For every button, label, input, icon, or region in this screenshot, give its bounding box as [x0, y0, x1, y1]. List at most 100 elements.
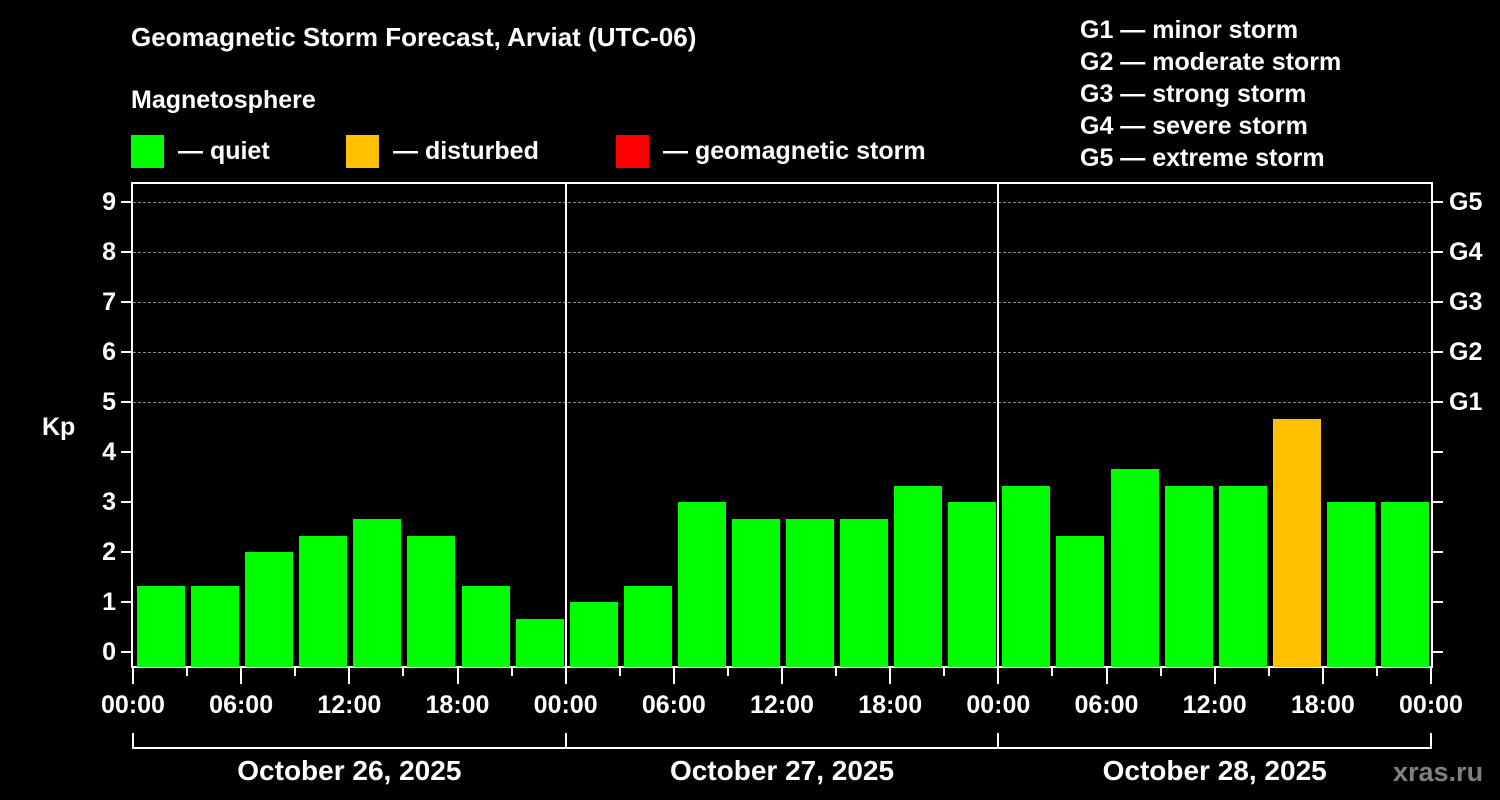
y-tick-right	[1433, 651, 1443, 653]
x-tick-major	[456, 668, 459, 684]
x-tick-major	[1105, 668, 1108, 684]
y-tick-right	[1433, 451, 1443, 453]
legend-disturbed-label: — disturbed	[393, 136, 539, 165]
kp-bar	[1056, 535, 1105, 667]
y-tick-right	[1433, 551, 1443, 553]
x-tick-major	[672, 668, 675, 684]
x-tick-major	[1321, 668, 1324, 684]
day-separator	[997, 182, 1000, 668]
g-scale-item: G3 — strong storm	[1080, 80, 1307, 108]
y-tick-label: 4	[102, 438, 116, 466]
day-bracket	[998, 747, 1431, 749]
day-label: October 27, 2025	[669, 755, 895, 786]
y-tick-right	[1433, 351, 1443, 353]
g-scale-item: G1 — minor storm	[1080, 16, 1299, 44]
y-tick-label: 5	[102, 388, 116, 416]
day-separator	[564, 182, 567, 668]
g-scale-item: G4 — severe storm	[1080, 112, 1308, 140]
x-tick-minor	[1267, 668, 1270, 676]
kp-bar	[1164, 485, 1213, 667]
x-tick-label: 06:00	[1074, 691, 1139, 719]
x-tick-major	[564, 668, 567, 684]
x-tick-minor	[726, 668, 729, 676]
day-bracket-end	[1430, 733, 1432, 749]
y-tick-right	[1433, 501, 1443, 503]
y-tick-label: 9	[102, 188, 116, 216]
x-tick-minor	[402, 668, 405, 676]
x-tick-minor	[943, 668, 946, 676]
legend-subtitle: Magnetosphere	[131, 86, 316, 114]
gridline	[133, 402, 1431, 403]
y-tick	[121, 201, 131, 203]
x-tick-minor	[186, 668, 189, 676]
day-bracket-end	[997, 733, 1000, 749]
g-level-label: G3	[1449, 288, 1483, 316]
x-tick-minor	[1375, 668, 1378, 676]
y-tick	[121, 601, 131, 603]
plot-frame	[131, 182, 1433, 668]
kp-bar	[840, 518, 889, 667]
y-tick-label: 1	[102, 588, 116, 616]
x-tick-label: 18:00	[1290, 691, 1355, 719]
x-tick-minor	[510, 668, 513, 676]
quiet-swatch-icon	[131, 134, 164, 168]
x-tick-label: 00:00	[101, 691, 165, 719]
y-tick-right	[1433, 601, 1443, 603]
x-tick-label: 06:00	[641, 691, 706, 719]
y-tick-right	[1433, 251, 1443, 253]
x-tick-minor	[1051, 668, 1054, 676]
x-tick-major	[240, 668, 243, 684]
kp-bar	[1326, 502, 1375, 667]
x-tick-label: 12:00	[1182, 691, 1247, 719]
gridline	[133, 252, 1431, 253]
y-tick	[121, 651, 131, 653]
kp-bar	[461, 585, 510, 667]
legend-storm: — geomagnetic storm	[616, 134, 926, 168]
y-tick-right	[1433, 301, 1443, 303]
x-tick-minor	[618, 668, 621, 676]
disturbed-swatch-icon	[346, 134, 379, 168]
legend-quiet-label: — quiet	[178, 136, 270, 165]
day-bracket	[565, 747, 999, 749]
x-tick-major	[781, 668, 783, 684]
kp-bar	[1380, 502, 1429, 667]
kp-bar	[407, 535, 456, 667]
x-tick-label: 18:00	[858, 691, 923, 719]
day-bracket-end	[564, 733, 567, 749]
y-tick	[121, 251, 131, 253]
day-bracket	[133, 747, 566, 749]
y-tick-label: 3	[102, 488, 116, 516]
gridline	[133, 202, 1431, 203]
kp-bar	[1002, 485, 1051, 667]
kp-bar	[191, 585, 240, 667]
day-label: October 28, 2025	[1102, 755, 1327, 786]
x-tick-label: 00:00	[533, 691, 598, 719]
y-tick-label: 0	[102, 638, 116, 666]
g-level-label: G4	[1449, 238, 1483, 266]
g-level-label: G2	[1449, 338, 1483, 366]
watermark: xras.ru	[1393, 757, 1484, 787]
x-tick-label: 00:00	[966, 691, 1031, 719]
x-tick-minor	[294, 668, 297, 676]
y-tick	[121, 551, 131, 553]
kp-bar	[353, 518, 402, 667]
kp-bar	[137, 585, 185, 667]
kp-bar	[948, 502, 997, 667]
kp-bar	[731, 518, 780, 667]
legend-quiet: — quiet	[131, 134, 270, 168]
y-axis-label: Kp	[42, 413, 76, 441]
kp-bar	[515, 618, 564, 667]
kp-bar	[1110, 468, 1159, 667]
x-tick-minor	[835, 668, 838, 676]
legend-storm-label: — geomagnetic storm	[663, 136, 926, 165]
x-tick-label: 06:00	[209, 691, 274, 719]
day-bracket-end	[132, 733, 134, 749]
x-tick-major	[997, 668, 1000, 684]
x-tick-major	[1430, 668, 1432, 684]
y-tick-label: 2	[102, 538, 116, 566]
x-tick-major	[132, 668, 134, 684]
y-tick-right	[1433, 201, 1443, 203]
x-tick-label: 12:00	[750, 691, 814, 719]
kp-bar	[569, 602, 618, 667]
y-tick	[121, 501, 131, 503]
